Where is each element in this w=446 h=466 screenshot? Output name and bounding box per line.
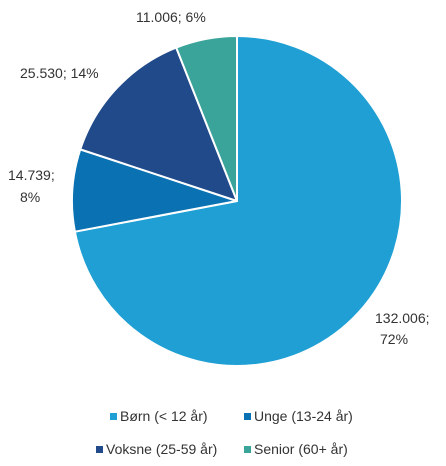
legend-swatch-unge xyxy=(244,413,251,420)
data-label-unge-percent: 8% xyxy=(20,189,40,205)
legend-label-born: Børn (< 12 år) xyxy=(120,408,208,424)
legend-item-unge: Unge (13-24 år) xyxy=(244,408,353,424)
legend-item-born: Børn (< 12 år) xyxy=(110,408,208,424)
legend-swatch-born xyxy=(110,413,117,420)
pie-slice-born xyxy=(73,35,403,367)
pie-slice-senior xyxy=(175,35,238,202)
legend-label-voksne: Voksne (25-59 år) xyxy=(106,441,217,457)
legend-item-voksne: Voksne (25-59 år) xyxy=(96,441,217,457)
data-label-born-value: 132.006; xyxy=(375,310,430,326)
data-label-voksne-value: 25.530; 14% xyxy=(20,65,99,81)
pie-slices xyxy=(71,35,403,367)
data-label-unge-value: 14.739; xyxy=(8,167,55,183)
legend-swatch-voksne xyxy=(96,446,103,453)
legend: Børn (< 12 år) Unge (13-24 år) Voksne (2… xyxy=(96,408,353,457)
legend-swatch-senior xyxy=(244,446,251,453)
data-label-senior-value: 11.006; 6% xyxy=(136,9,206,25)
legend-item-senior: Senior (60+ år) xyxy=(244,441,348,457)
legend-label-unge: Unge (13-24 år) xyxy=(254,408,353,424)
pie-slice-voksne xyxy=(79,46,238,202)
data-labels: 132.006; 72% 14.739; 8% 25.530; 14% 11.0… xyxy=(8,9,430,347)
data-label-born-percent: 72% xyxy=(380,331,408,347)
legend-label-senior: Senior (60+ år) xyxy=(254,441,348,457)
